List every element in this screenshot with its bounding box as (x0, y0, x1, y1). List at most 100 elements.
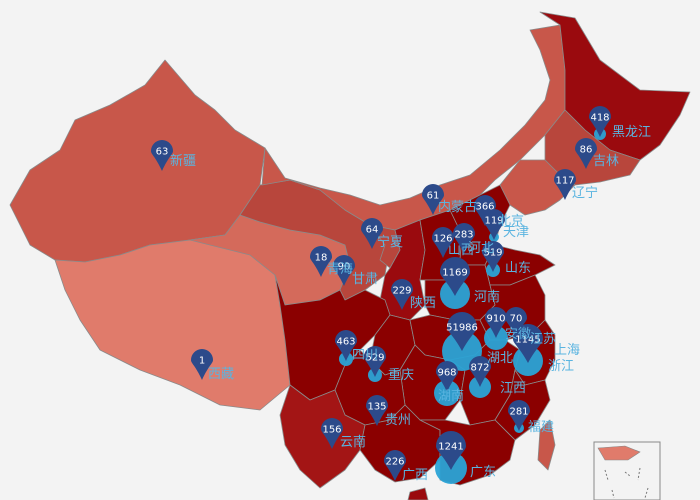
map-pin-icon[interactable] (335, 330, 357, 361)
map-pin-icon[interactable] (554, 169, 576, 200)
case-count-label: 418 (590, 113, 609, 124)
province-name-label[interactable]: 青海 (327, 262, 353, 277)
province-regions (9, 11, 691, 500)
inset-frame (593, 441, 661, 500)
province-name-label[interactable]: 甘肃 (352, 272, 378, 287)
case-count-label: 61 (427, 191, 440, 202)
map-pin-icon[interactable] (453, 223, 475, 254)
case-count-label: 86 (580, 145, 593, 156)
province-name-label[interactable]: 辽宁 (572, 185, 598, 201)
province-name-label[interactable]: 江苏 (530, 331, 556, 347)
map-pin-icon[interactable] (485, 307, 507, 338)
map-pin-icon[interactable] (384, 450, 406, 481)
province-name-label[interactable]: 北京 (498, 214, 524, 229)
province-name-label[interactable]: 上海 (554, 343, 580, 358)
province-region-heilongjiang[interactable] (539, 11, 691, 161)
province-name-label[interactable]: 湖北 (487, 351, 513, 366)
province-name-label[interactable]: 河北 (468, 241, 494, 256)
province-name-label[interactable]: 山西 (448, 243, 474, 258)
map-pin-icon[interactable] (589, 106, 611, 137)
map-pin-icon[interactable] (151, 140, 173, 171)
nine-dash-line (604, 467, 649, 499)
map-pin-icon[interactable] (361, 218, 383, 249)
province-name-label[interactable]: 湖南 (438, 388, 464, 404)
map-pin-icon[interactable] (364, 346, 386, 377)
province-name-label[interactable]: 重庆 (388, 367, 414, 383)
map-pin-icon[interactable] (422, 184, 444, 215)
province-region-xinjiang[interactable] (9, 59, 266, 263)
case-count-label: 463 (336, 337, 355, 348)
province-region-yunnan[interactable] (279, 384, 366, 489)
province-name-label[interactable]: 宁夏 (377, 234, 403, 250)
case-count-label: 64 (366, 225, 379, 236)
province-name-label[interactable]: 广西 (402, 468, 428, 483)
province-name-label[interactable]: 江西 (500, 381, 526, 396)
map-pin-icon[interactable] (508, 400, 530, 431)
province-name-label[interactable]: 西藏 (208, 367, 234, 382)
case-count-label: 519 (483, 248, 502, 259)
map-pin-icon[interactable] (505, 307, 527, 338)
case-count-label: 968 (437, 368, 456, 379)
case-count-label: 281 (509, 407, 528, 418)
province-name-label[interactable]: 吉林 (593, 154, 619, 169)
case-count-label: 156 (322, 425, 341, 436)
case-count-label: 1169 (442, 268, 467, 279)
case-count-label: 18 (315, 253, 328, 264)
case-count-label: 1 (199, 356, 205, 367)
province-name-label[interactable]: 新疆 (170, 153, 196, 169)
case-count-label: 366 (475, 202, 494, 213)
case-bubble-p23[interactable] (434, 380, 460, 406)
case-count-label: 126 (433, 234, 452, 245)
province-name-label[interactable]: 浙江 (548, 359, 574, 374)
map-pin-icon[interactable] (191, 349, 213, 380)
case-count-label: 226 (385, 457, 404, 468)
map-pin-icon[interactable] (436, 431, 466, 470)
province-name-label[interactable]: 河南 (474, 289, 500, 305)
case-count-label: 229 (392, 286, 411, 297)
map-pin-icon[interactable] (436, 361, 458, 392)
province-name-label[interactable]: 四川 (352, 348, 378, 363)
map-pin-icon[interactable] (482, 241, 504, 272)
province-name-label[interactable]: 内蒙古 (438, 199, 477, 215)
case-count-label: 529 (365, 353, 384, 364)
province-region-xizang[interactable] (54, 234, 291, 411)
case-count-label: 872 (470, 363, 489, 374)
case-count-label: 1145 (515, 335, 540, 346)
province-region-taiwan[interactable] (537, 419, 556, 471)
map-pin-icon[interactable] (432, 227, 454, 258)
case-count-label: 70 (510, 314, 523, 325)
province-name-label[interactable]: 山东 (505, 261, 531, 276)
map-pin-icon[interactable] (333, 255, 355, 286)
map-pin-icon[interactable] (447, 312, 477, 351)
map-pin-icon[interactable] (575, 138, 597, 169)
map-pin-icon[interactable] (366, 395, 388, 426)
case-count-label: 119 (484, 216, 503, 227)
province-name-label[interactable]: 安徽 (505, 327, 531, 342)
map-pin-icon[interactable] (513, 324, 543, 363)
case-count-label: 283 (454, 230, 473, 241)
map-pin-icon[interactable] (483, 209, 505, 240)
case-count-label: 910 (486, 314, 505, 325)
inset-land (597, 445, 641, 461)
province-name-label[interactable]: 黑龙江 (612, 125, 651, 140)
map-pin-icon[interactable] (474, 195, 496, 226)
map-pin-icon[interactable] (440, 257, 470, 296)
map-pin-icon[interactable] (310, 246, 332, 277)
map-pin-icon[interactable] (391, 279, 413, 310)
case-count-label: 1241 (438, 442, 463, 453)
province-name-label[interactable]: 云南 (340, 434, 366, 450)
case-count-label: 63 (156, 147, 169, 158)
province-name-label[interactable]: 贵州 (385, 413, 411, 428)
map-pin-icon[interactable] (321, 418, 343, 449)
province-name-label[interactable]: 广东 (470, 465, 496, 480)
province-region-hainan[interactable] (407, 487, 429, 500)
map-pin-icon[interactable] (469, 356, 491, 387)
province-name-label[interactable]: 福建 (528, 420, 554, 435)
province-name-label[interactable]: 陕西 (410, 296, 436, 311)
province-name-label[interactable]: 天津 (503, 225, 529, 240)
case-count-label: 90 (338, 262, 351, 273)
case-count-label: 117 (555, 176, 574, 187)
